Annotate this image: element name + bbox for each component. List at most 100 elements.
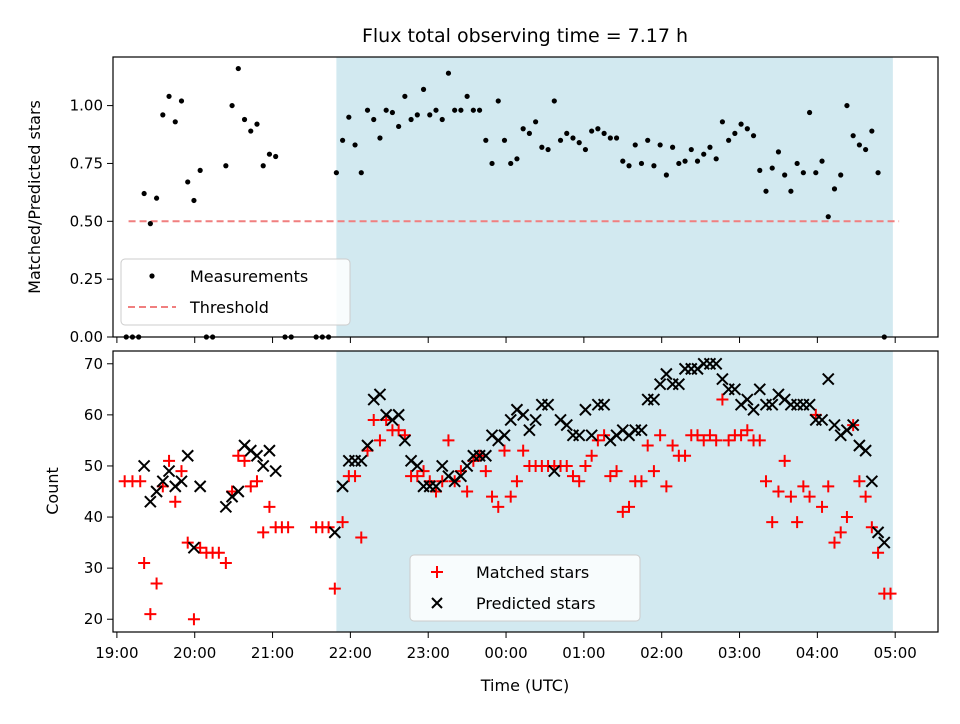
measurement-point xyxy=(501,137,508,143)
matched-star-point xyxy=(150,577,163,590)
matched-star-point xyxy=(647,465,660,478)
matched-star-point xyxy=(411,470,424,483)
measurement-point xyxy=(831,186,838,192)
matched-star-point xyxy=(772,485,785,498)
measurement-point xyxy=(160,112,166,118)
predicted-star-point xyxy=(803,398,816,411)
predicted-star-point xyxy=(672,378,686,391)
predicted-star-point xyxy=(516,408,530,422)
predicted-star-point xyxy=(355,454,368,468)
measurement-point xyxy=(576,140,582,146)
measurement-point xyxy=(383,107,389,113)
matched-star-point xyxy=(784,490,797,503)
predicted-star-point xyxy=(766,398,779,411)
bottom-y-tick-label: 50 xyxy=(84,457,103,475)
measurement-point xyxy=(458,107,464,113)
measurement-point xyxy=(545,146,551,153)
matched-star-point xyxy=(560,459,573,472)
predicted-star-point xyxy=(815,413,829,427)
measurement-point xyxy=(273,153,279,160)
bottom-x-tick-label: 22:00 xyxy=(329,644,372,662)
predicted-star-point xyxy=(716,372,729,386)
measurement-point xyxy=(414,112,420,118)
measurement-point xyxy=(172,119,178,125)
measurement-point xyxy=(433,107,439,113)
matched-star-point xyxy=(355,531,368,544)
matched-star-point xyxy=(666,439,679,452)
measurement-point xyxy=(229,102,235,109)
matched-star-point xyxy=(138,557,151,570)
matched-star-point xyxy=(697,434,710,447)
measurement-point xyxy=(358,170,364,176)
top-legend-box xyxy=(120,258,351,326)
legend-predicted-label: Predicted stars xyxy=(476,594,596,613)
measurement-point xyxy=(707,144,713,150)
matched-star-point xyxy=(828,536,841,549)
measurement-point xyxy=(688,146,694,153)
measurement-point xyxy=(185,179,191,185)
matched-star-point xyxy=(517,444,530,457)
predicted-star-point xyxy=(548,464,561,478)
measurement-point xyxy=(254,121,260,127)
measurement-point xyxy=(539,144,545,150)
matched-star-point xyxy=(232,449,245,462)
predicted-star-point xyxy=(660,367,673,381)
measurement-point xyxy=(844,102,850,109)
predicted-star-point xyxy=(541,398,555,411)
measurement-point xyxy=(613,135,620,141)
measurement-point xyxy=(825,214,831,220)
predicted-star-point xyxy=(328,526,342,539)
predicted-star-point xyxy=(753,383,766,396)
matched-star-point xyxy=(504,490,517,503)
matched-star-point xyxy=(163,454,176,467)
bottom-y-tick-label: 60 xyxy=(84,406,103,424)
predicted-star-point xyxy=(865,475,879,488)
measurement-point xyxy=(856,142,862,148)
measurement-point xyxy=(526,130,532,136)
measurement-point xyxy=(750,133,757,139)
predicted-star-point xyxy=(741,393,754,406)
bottom-y-tick-label: 20 xyxy=(84,610,103,628)
matched-star-point xyxy=(766,516,779,529)
matched-star-point xyxy=(654,429,667,442)
matched-star-point xyxy=(884,587,897,600)
measurement-point xyxy=(333,170,339,176)
predicted-star-point xyxy=(373,388,387,401)
measurement-point xyxy=(738,121,744,127)
measurement-point xyxy=(607,135,613,141)
measurement-point xyxy=(483,137,489,143)
bottom-x-tick-label: 01:00 xyxy=(562,644,605,662)
measurement-point xyxy=(520,126,526,132)
matched-star-point xyxy=(566,470,579,483)
matched-star-point xyxy=(753,434,766,447)
measurement-point xyxy=(794,160,800,167)
matched-star-point xyxy=(238,454,251,467)
matched-star-point xyxy=(486,490,499,503)
measurement-point xyxy=(713,156,719,162)
matched-star-point xyxy=(263,500,276,513)
predicted-star-point xyxy=(709,357,723,370)
measurement-point xyxy=(223,163,229,169)
matched-star-point xyxy=(479,465,492,478)
predicted-star-point xyxy=(846,418,860,432)
matched-star-point xyxy=(735,429,748,442)
matched-star-point xyxy=(591,434,604,447)
matched-star-point xyxy=(392,424,405,437)
measurement-point xyxy=(632,142,638,148)
measurement-point xyxy=(813,170,819,176)
matched-star-point xyxy=(175,465,188,478)
predicted-star-point xyxy=(411,459,424,473)
bottom-y-tick-label: 70 xyxy=(84,355,103,373)
predicted-star-point xyxy=(460,459,474,473)
top-y-tick-label: 0.75 xyxy=(70,154,103,172)
bottom-x-axis-label: Time (UTC) xyxy=(480,676,569,695)
legend-threshold-label: Threshold xyxy=(189,298,269,317)
measurement-point xyxy=(389,109,396,116)
predicted-star-point xyxy=(747,403,760,416)
measurement-point xyxy=(806,109,813,116)
matched-star-point xyxy=(461,485,474,498)
predicted-star-point xyxy=(175,475,188,488)
matched-star-point xyxy=(604,470,617,483)
matched-star-point xyxy=(257,526,270,539)
